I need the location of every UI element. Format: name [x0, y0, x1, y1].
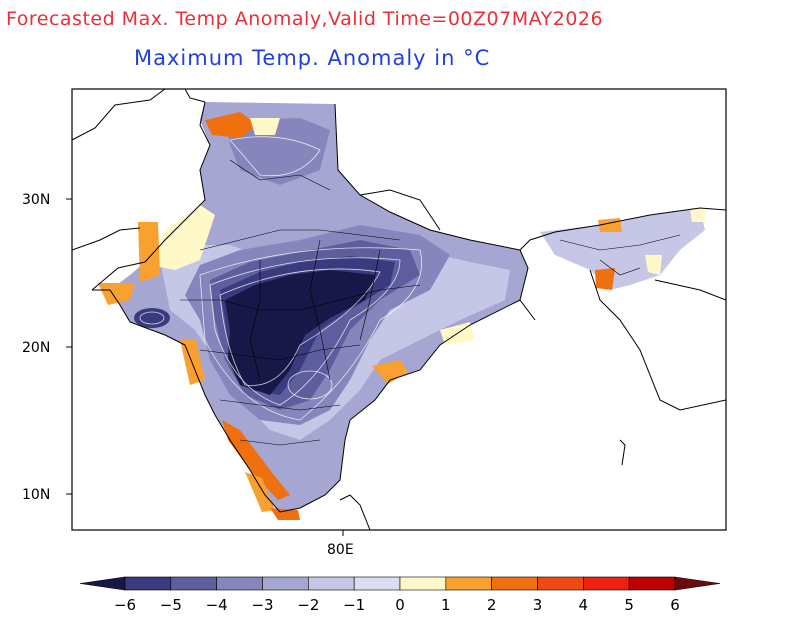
colorbar: −6 −5 −4 −3 −2 −1 0 1 2 3 4 5 6 — [79, 576, 721, 614]
colorbar-label: 1 — [441, 596, 451, 614]
colorbar-arrow-high — [674, 576, 721, 591]
colorbar-label: −2 — [297, 596, 319, 614]
warm-patch-gujarat — [98, 283, 135, 305]
colorbar-swatch — [445, 576, 492, 591]
colorbar-label: −5 — [160, 596, 182, 614]
colorbar-arrow-low — [79, 576, 126, 591]
anomaly-patch-west — [134, 308, 170, 328]
colorbar-label: −3 — [251, 596, 273, 614]
map-subtitle: Maximum Temp. Anomaly in °C — [134, 46, 491, 70]
colorbar-label: 3 — [533, 596, 543, 614]
anomaly-patch-north — [225, 118, 330, 185]
colorbar-swatch — [583, 576, 630, 591]
colorbar-swatch — [537, 576, 584, 591]
colorbar-swatch — [353, 576, 401, 591]
colorbar-swatch — [216, 576, 263, 591]
warm-patch-kashmir-rim — [250, 118, 280, 135]
colorbar-label: 0 — [395, 596, 405, 614]
anomaly-region-northeast — [540, 208, 705, 290]
colorbar-swatch — [399, 576, 447, 591]
warm-patch-rajasthan — [138, 222, 160, 282]
warm-patch-kerala — [245, 472, 275, 512]
state-boundaries — [180, 159, 681, 446]
plot-frame — [71, 88, 727, 531]
colorbar-label: 6 — [670, 596, 680, 614]
colorbar-label: 5 — [624, 596, 634, 614]
colorbar-swatch — [628, 576, 676, 591]
colorbar-swatch — [170, 576, 217, 591]
country-boundaries — [72, 89, 726, 530]
warm-patch-coast-south — [222, 420, 290, 500]
warm-patch-orissa — [372, 360, 408, 384]
warm-patch-kashmir — [205, 112, 258, 138]
warm-patch-assam — [595, 268, 615, 290]
colorbar-label: −4 — [206, 596, 228, 614]
lat-tick-label: 30N — [22, 192, 50, 208]
anomaly-field — [98, 102, 705, 520]
lat-tick-label: 10N — [22, 487, 50, 503]
colorbar-swatch — [124, 576, 172, 591]
colorbar-label: −6 — [114, 596, 136, 614]
warm-patch-tip — [270, 508, 300, 520]
colorbar-swatch — [491, 576, 538, 591]
lon-tick-label: 80E — [327, 542, 354, 558]
colorbar-label: −1 — [343, 596, 365, 614]
colorbar-swatch — [308, 576, 355, 591]
map-title: Forecasted Max. Temp Anomaly,Valid Time=… — [6, 8, 604, 30]
lon-axis: 80E — [327, 530, 354, 558]
warm-patch-west-coast — [150, 205, 215, 270]
anomaly-core-minus6 — [225, 270, 375, 395]
warm-patch-tripura — [645, 255, 662, 275]
lat-axis: 30N 20N 10N — [22, 192, 72, 503]
colorbar-label: 2 — [487, 596, 497, 614]
colorbar-label: 4 — [579, 596, 589, 614]
colorbar-swatch — [262, 576, 309, 591]
warm-patch-ne-east — [690, 208, 705, 222]
lat-tick-label: 20N — [22, 340, 50, 356]
